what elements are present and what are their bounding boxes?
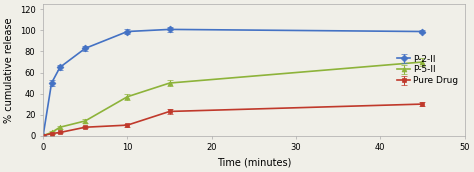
Legend: P-2-II, P-5-II, Pure Drug: P-2-II, P-5-II, Pure Drug bbox=[395, 53, 460, 87]
X-axis label: Time (minutes): Time (minutes) bbox=[217, 158, 291, 168]
Y-axis label: % cumulative release: % cumulative release bbox=[4, 17, 14, 123]
